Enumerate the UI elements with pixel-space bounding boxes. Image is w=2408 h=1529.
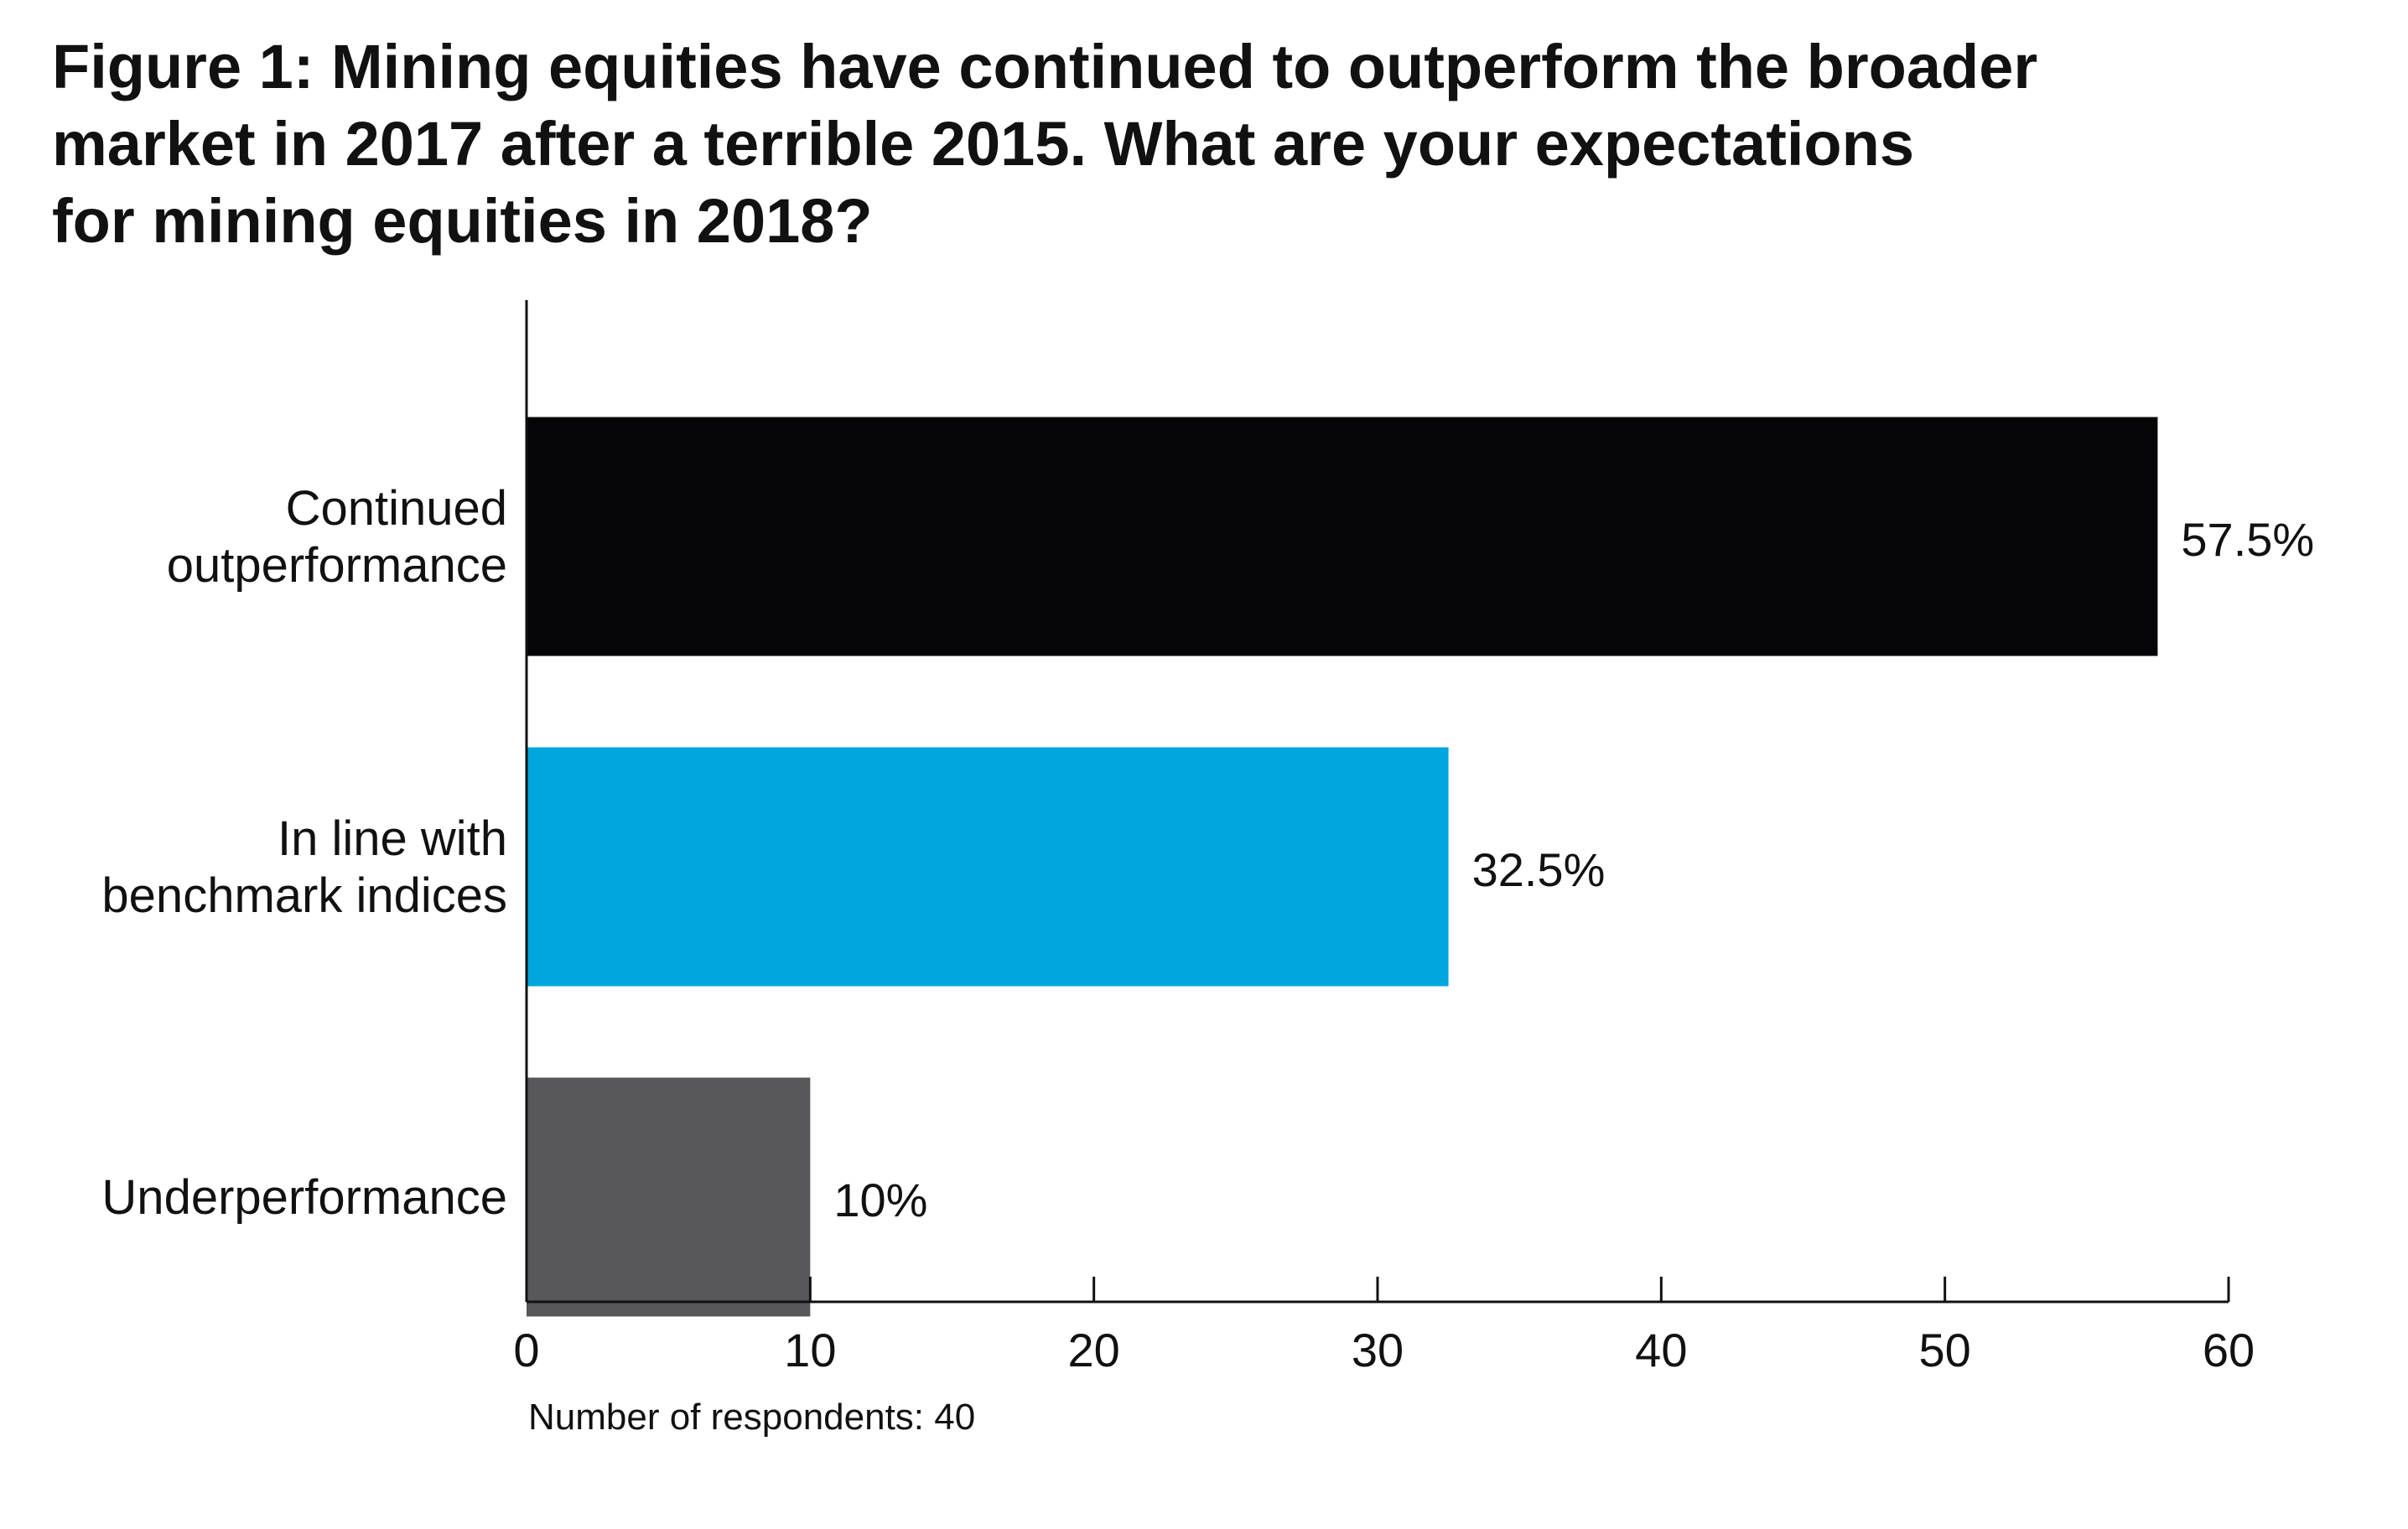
bar-1 xyxy=(527,417,2158,656)
chart-title: Figure 1: Mining equities have continued… xyxy=(52,29,2316,260)
data-label-3: 10% xyxy=(833,1174,927,1226)
x-tick-label-30: 30 xyxy=(1352,1324,1404,1376)
category-label-2-line-2: benchmark indices xyxy=(101,868,507,923)
label-group: 57.5% Continued outperformance 32.5% In line… xyxy=(101,481,2314,1226)
chart-title-line-1: Figure 1: Mining equities have continued… xyxy=(52,32,2038,101)
data-label-1: 57.5% xyxy=(2181,513,2314,566)
bar-group xyxy=(527,417,2158,1317)
x-tick-label-10: 10 xyxy=(784,1324,836,1376)
category-label-3: Underperformance xyxy=(101,1170,507,1225)
x-tick-label-20: 20 xyxy=(1068,1324,1120,1376)
axes: 0 10 20 30 40 50 60 xyxy=(513,300,2255,1376)
chart-title-line-2: market in 2017 after a terrible 2015. Wh… xyxy=(52,109,1914,179)
x-tick-label-50: 50 xyxy=(1919,1324,1971,1376)
x-tick-label-60: 60 xyxy=(2203,1324,2255,1376)
category-label-2-line-1: In line with xyxy=(278,811,507,866)
x-tick-label-0: 0 xyxy=(513,1324,539,1376)
category-label-1: Continued outperformance xyxy=(167,481,507,593)
category-label-3-line-1: Underperformance xyxy=(101,1170,507,1225)
x-tick-label-40: 40 xyxy=(1635,1324,1687,1376)
bar-3 xyxy=(527,1077,811,1317)
bar-2 xyxy=(527,747,1449,987)
category-label-2: In line with benchmark indices xyxy=(101,811,507,923)
category-label-1-line-1: Continued xyxy=(286,481,507,536)
respondents-note: Number of respondents: 40 xyxy=(528,1397,975,1438)
category-label-1-line-2: outperformance xyxy=(167,538,507,593)
data-label-2: 32.5% xyxy=(1472,843,1606,896)
chart-title-line-3: for mining equities in 2018? xyxy=(52,186,873,256)
